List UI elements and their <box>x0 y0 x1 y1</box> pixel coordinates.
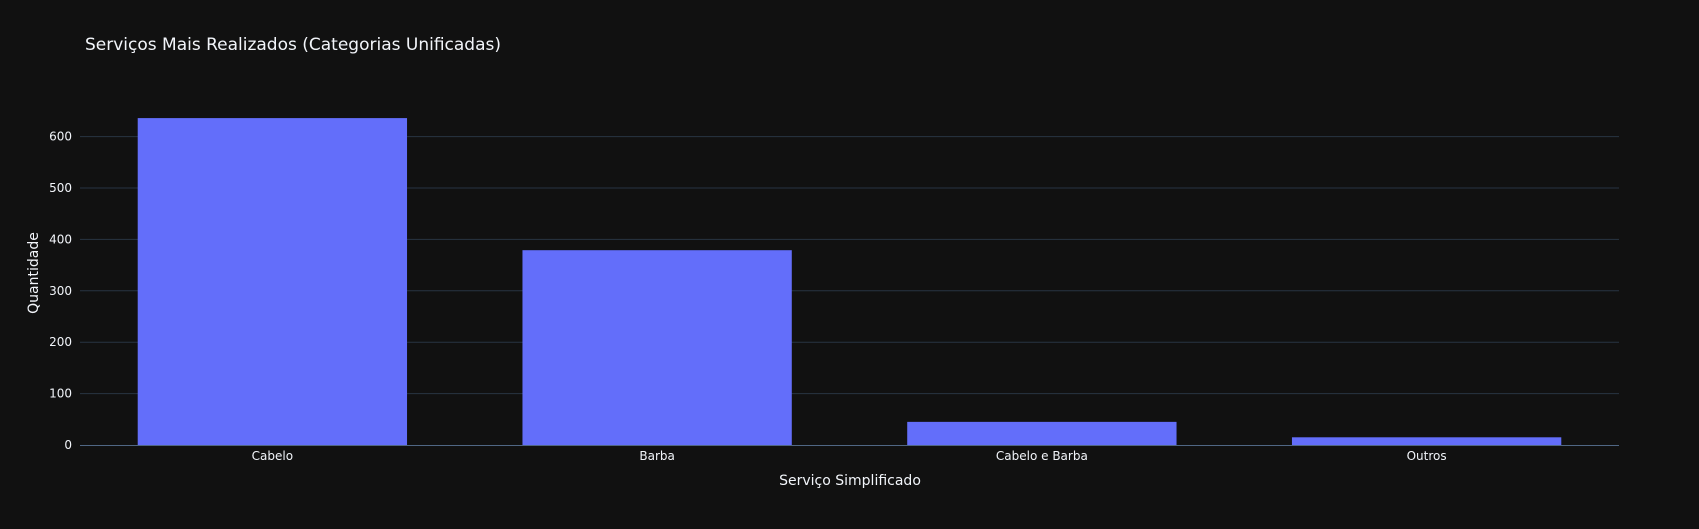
y-tick-label: 300 <box>49 284 72 298</box>
x-tick-label: Barba <box>639 449 675 463</box>
x-axis-title: Serviço Simplificado <box>779 473 921 489</box>
x-tick-label: Outros <box>1407 449 1447 463</box>
x-axis-ticks: Cabelo Barba Cabelo e Barba Outros <box>252 449 1447 463</box>
y-axis-title: Quantidade <box>26 232 42 314</box>
y-tick-label: 400 <box>49 232 72 246</box>
x-tick-label: Cabelo e Barba <box>996 449 1088 463</box>
y-tick-label: 200 <box>49 335 72 349</box>
y-axis-ticks: 0 100 200 300 400 500 600 <box>49 130 72 452</box>
bar-barba <box>522 250 792 445</box>
y-tick-label: 100 <box>49 387 72 401</box>
bar-outros <box>1291 437 1562 445</box>
bar-cabelo <box>137 118 408 445</box>
y-tick-label: 500 <box>49 181 72 195</box>
x-tick-label: Cabelo <box>252 449 293 463</box>
bar-cabelo-e-barba <box>907 421 1177 445</box>
chart-title: Serviços Mais Realizados (Categorias Uni… <box>85 35 501 55</box>
y-tick-label: 0 <box>64 438 72 452</box>
bars <box>137 118 1562 445</box>
y-tick-label: 600 <box>49 130 72 144</box>
